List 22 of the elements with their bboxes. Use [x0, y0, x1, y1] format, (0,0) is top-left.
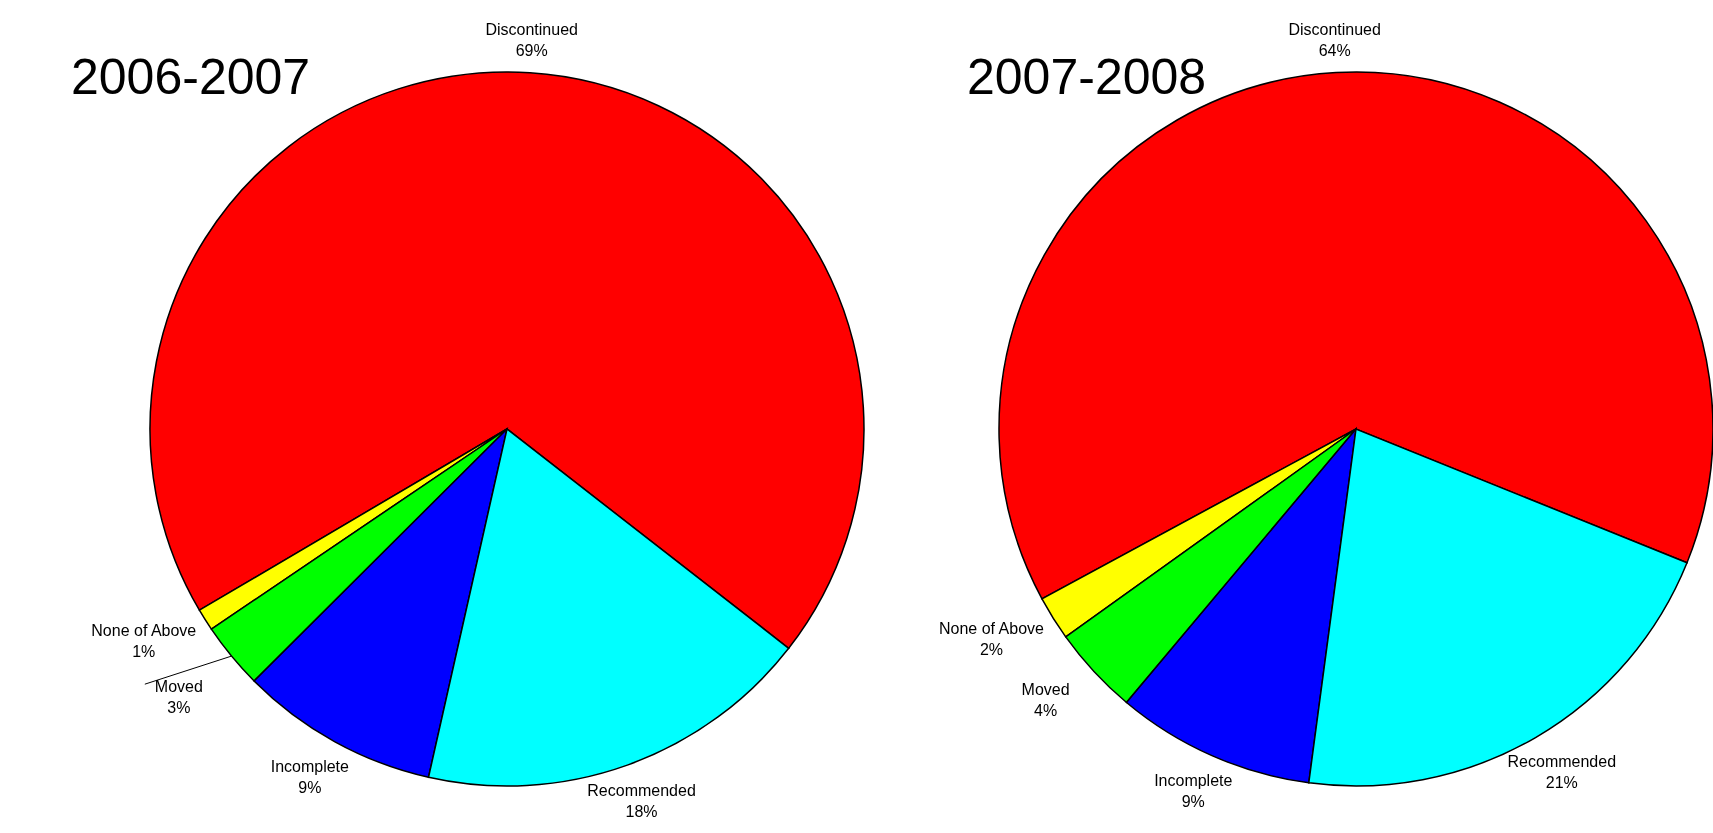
- slice-label: Discontinued: [1288, 20, 1381, 38]
- slice-label: Recommended: [587, 781, 696, 799]
- data-label: 64%: [1318, 41, 1351, 59]
- data-label: 9%: [298, 778, 322, 796]
- data-label: 1%: [132, 643, 156, 661]
- slice-label: None of Above: [938, 620, 1045, 638]
- slice-label: Incomplete: [1154, 772, 1233, 790]
- slice-label: Recommended: [1507, 753, 1617, 771]
- data-label: 18%: [625, 802, 658, 820]
- slice-label: Discontinued: [485, 20, 578, 38]
- data-label: 3%: [167, 699, 191, 717]
- data-label: 9%: [1181, 793, 1205, 811]
- slice-label: Moved: [1021, 680, 1070, 698]
- data-label: 21%: [1545, 774, 1578, 792]
- slice-label: Incomplete: [270, 757, 350, 775]
- data-label: 2%: [979, 641, 1003, 659]
- text: 2006-2007: [71, 49, 311, 105]
- data-label: 69%: [515, 41, 548, 59]
- text: 2007-2008: [967, 49, 1207, 105]
- slice-label: Moved: [154, 678, 203, 696]
- slice-label: None of Above: [91, 622, 197, 640]
- data-label: 4%: [1034, 701, 1058, 719]
